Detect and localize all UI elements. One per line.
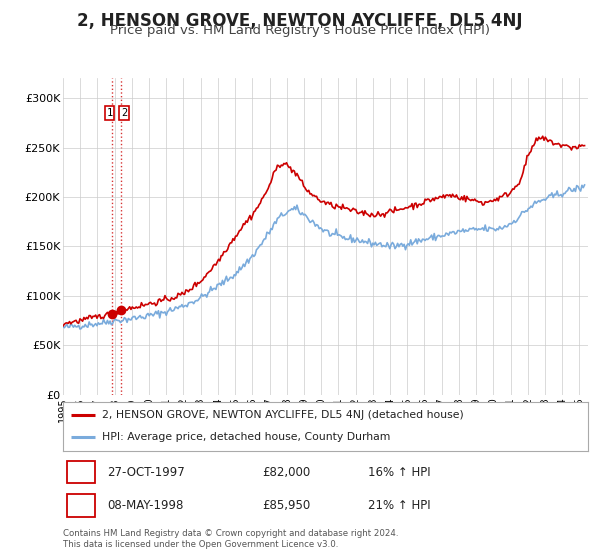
Text: 27-OCT-1997: 27-OCT-1997: [107, 465, 185, 479]
Text: 21% ↑ HPI: 21% ↑ HPI: [367, 499, 430, 512]
Text: Contains HM Land Registry data © Crown copyright and database right 2024.
This d: Contains HM Land Registry data © Crown c…: [63, 529, 398, 549]
Text: £82,000: £82,000: [263, 465, 311, 479]
Text: 2, HENSON GROVE, NEWTON AYCLIFFE, DL5 4NJ: 2, HENSON GROVE, NEWTON AYCLIFFE, DL5 4N…: [77, 12, 523, 30]
Text: 08-MAY-1998: 08-MAY-1998: [107, 499, 184, 512]
Text: 2: 2: [77, 499, 85, 512]
Text: 16% ↑ HPI: 16% ↑ HPI: [367, 465, 430, 479]
Text: £85,950: £85,950: [263, 499, 311, 512]
Text: Price paid vs. HM Land Registry's House Price Index (HPI): Price paid vs. HM Land Registry's House …: [110, 24, 490, 36]
Text: 2: 2: [121, 108, 127, 118]
Text: HPI: Average price, detached house, County Durham: HPI: Average price, detached house, Coun…: [103, 432, 391, 442]
Text: 2, HENSON GROVE, NEWTON AYCLIFFE, DL5 4NJ (detached house): 2, HENSON GROVE, NEWTON AYCLIFFE, DL5 4N…: [103, 410, 464, 420]
Text: 1: 1: [106, 108, 113, 118]
FancyBboxPatch shape: [67, 494, 95, 517]
Text: 1: 1: [77, 465, 85, 479]
FancyBboxPatch shape: [67, 461, 95, 483]
